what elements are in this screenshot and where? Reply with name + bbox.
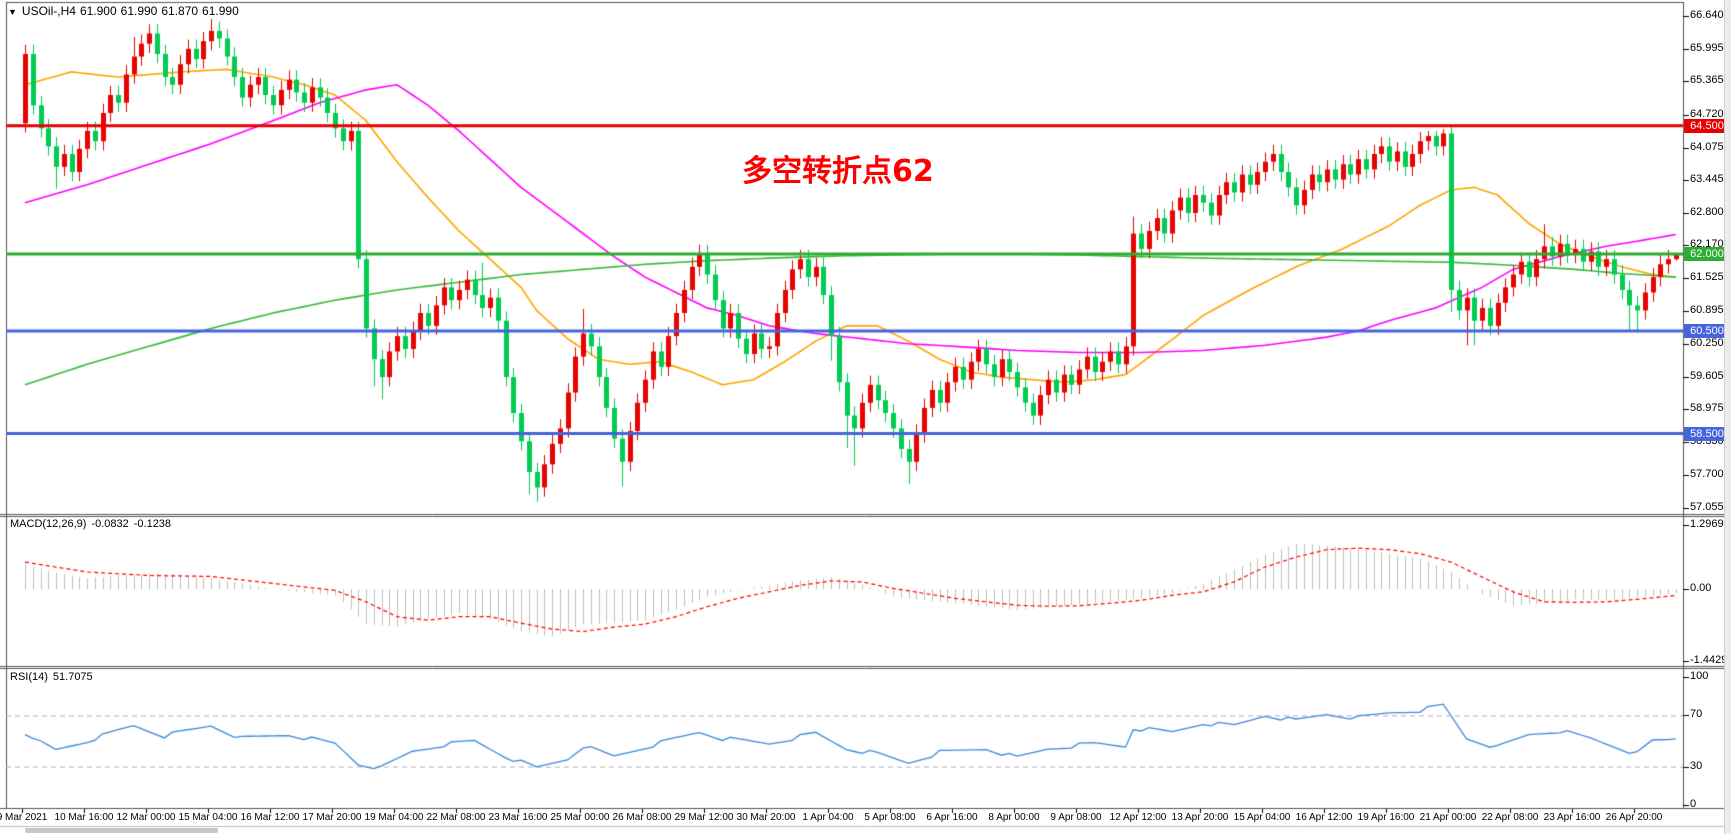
horizontal-scrollbar-thumb[interactable] [25, 828, 218, 833]
vertical-scrollbar-track[interactable] [1724, 0, 1731, 834]
